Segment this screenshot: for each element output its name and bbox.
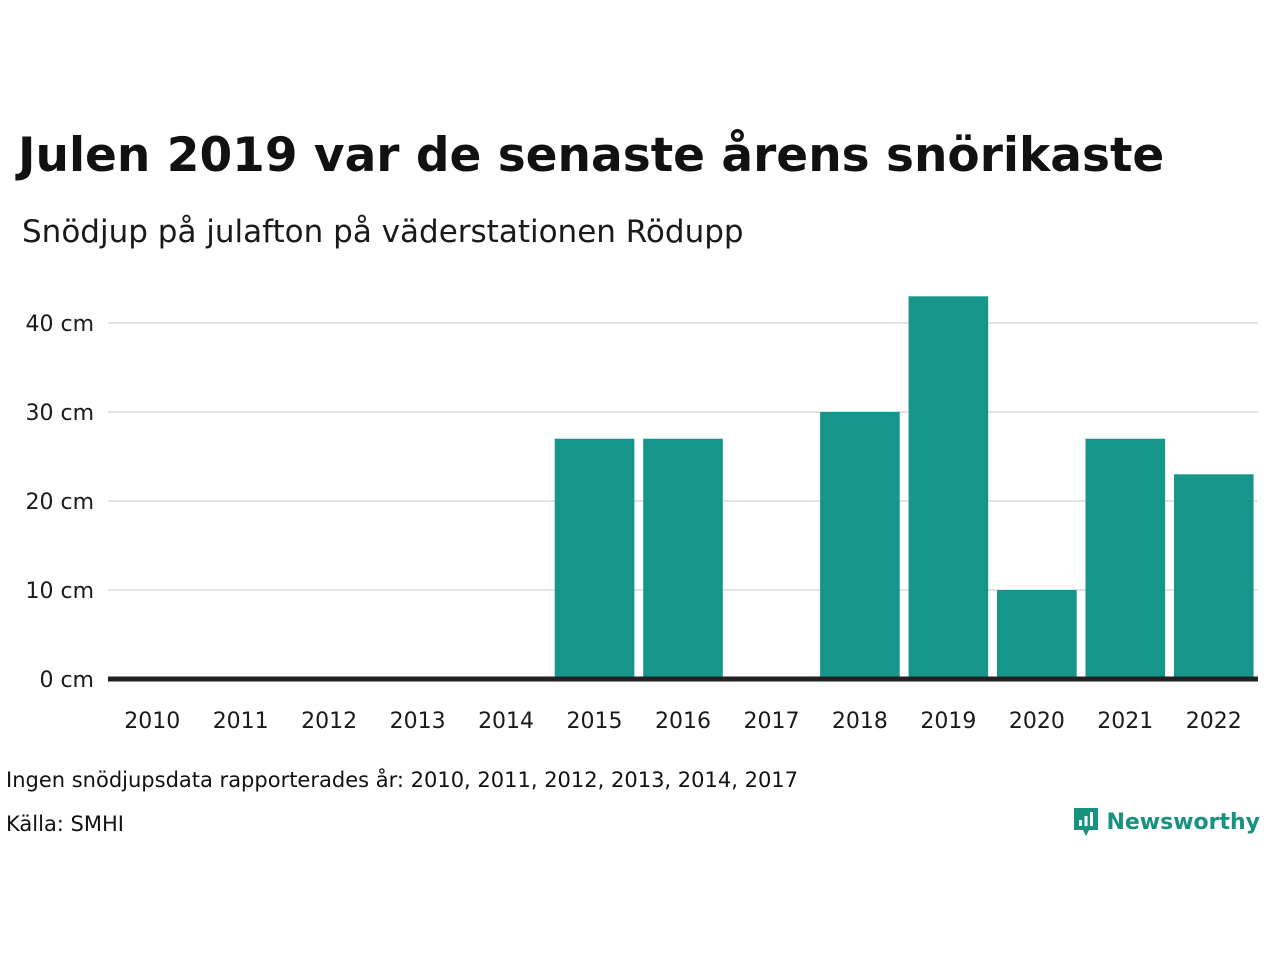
x-tick-label: 2021 — [1097, 709, 1153, 734]
x-tick-label: 2017 — [743, 709, 799, 734]
footnote-missing-data: Ingen snödjupsdata rapporterades år: 201… — [6, 768, 799, 792]
x-tick-label: 2015 — [567, 709, 623, 734]
brand-logo[interactable]: Newsworthy — [1072, 806, 1260, 838]
bar-2019 — [908, 296, 989, 679]
y-tick-label: 30 cm — [25, 401, 94, 426]
x-tick-label: 2016 — [655, 709, 711, 734]
bar-2021 — [1085, 438, 1166, 679]
brand-name: Newsworthy — [1106, 809, 1260, 835]
bar-2022 — [1173, 474, 1254, 679]
y-tick-label: 0 cm — [39, 668, 94, 693]
x-axis-tick-labels: 2010 2011 2012 2013 2014 2015 2016 2017 2018 2019… — [124, 709, 1242, 734]
bar-2015 — [554, 438, 635, 679]
y-axis-tick-labels: 0 cm 10 cm 20 cm 30 cm 40 cm — [25, 312, 94, 693]
x-tick-label: 2011 — [213, 709, 269, 734]
x-tick-label: 2010 — [124, 709, 180, 734]
chart-title: Julen 2019 var de senaste årens snörikas… — [18, 128, 1165, 183]
source-credit: Källa: SMHI — [6, 812, 124, 836]
y-tick-label: 10 cm — [25, 579, 94, 604]
bar-2018 — [820, 412, 900, 679]
x-tick-label: 2014 — [478, 709, 534, 734]
chart-subtitle: Snödjup på julafton på väderstationen Rö… — [22, 214, 744, 250]
bar-2016 — [643, 438, 723, 679]
y-tick-label: 40 cm — [25, 312, 94, 337]
x-tick-label: 2018 — [832, 709, 888, 734]
x-tick-label: 2019 — [920, 709, 976, 734]
x-tick-label: 2020 — [1009, 709, 1065, 734]
x-tick-label: 2012 — [301, 709, 357, 734]
x-tick-label: 2013 — [390, 709, 446, 734]
newsworthy-logo-icon — [1074, 808, 1099, 836]
bar-2020 — [997, 590, 1077, 679]
bars — [554, 296, 1254, 679]
y-tick-label: 20 cm — [25, 490, 94, 515]
x-tick-label: 2022 — [1186, 709, 1242, 734]
